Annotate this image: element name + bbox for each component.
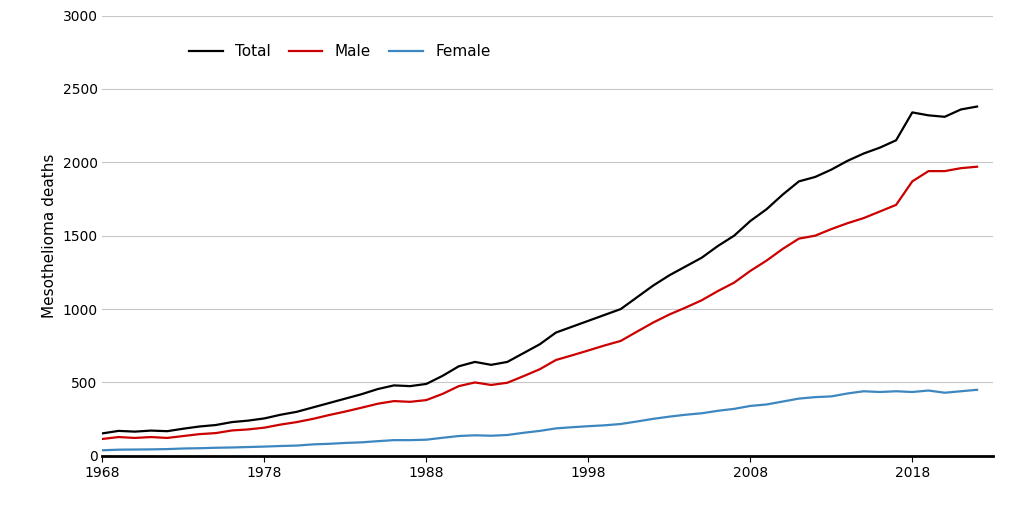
Y-axis label: Mesothelioma deaths: Mesothelioma deaths (42, 153, 57, 318)
Female (954, 388, 967, 394)
Line: Male: Male (102, 167, 977, 439)
Total (96, 430, 109, 437)
Male (954, 165, 967, 171)
Total (954, 106, 967, 112)
Total (971, 104, 983, 110)
Line: Total: Total (102, 107, 977, 434)
Male (307, 416, 319, 422)
Female (258, 443, 270, 450)
Male (96, 436, 109, 442)
Male (420, 397, 432, 403)
Total (873, 145, 886, 151)
Female (971, 386, 983, 393)
Line: Female: Female (102, 390, 977, 450)
Total (194, 423, 206, 429)
Female (194, 445, 206, 451)
Total (258, 415, 270, 422)
Total (420, 381, 432, 387)
Total (307, 404, 319, 410)
Female (307, 441, 319, 448)
Legend: Total, Male, Female: Total, Male, Female (181, 36, 498, 67)
Female (420, 437, 432, 443)
Male (258, 425, 270, 431)
Male (873, 208, 886, 214)
Male (971, 164, 983, 170)
Male (194, 431, 206, 437)
Female (873, 389, 886, 395)
Female (96, 447, 109, 453)
